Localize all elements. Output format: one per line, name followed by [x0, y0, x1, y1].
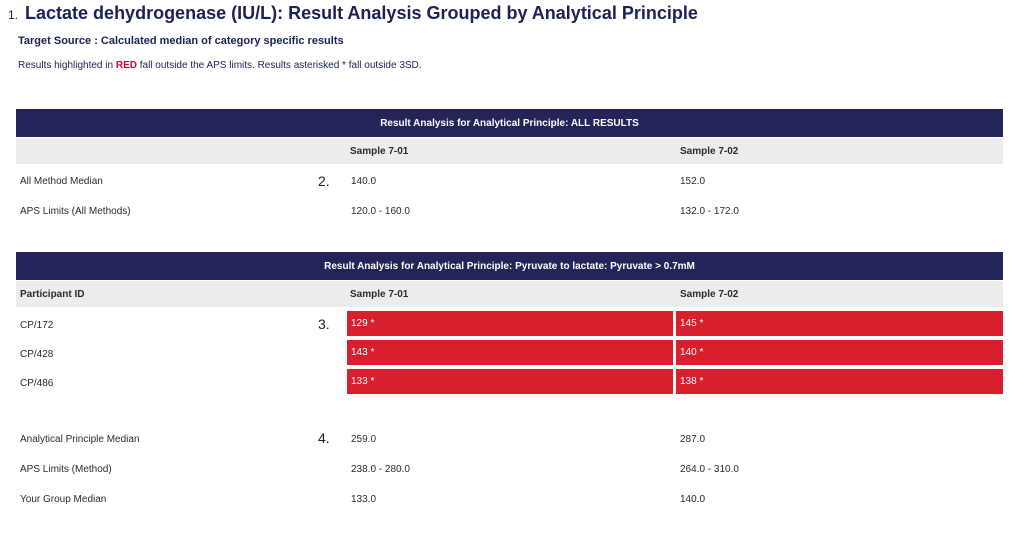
marker-3: 3. — [318, 316, 330, 332]
highlighted-result: 133 * — [347, 369, 673, 394]
target-source: Target Source : Calculated median of cat… — [18, 35, 344, 47]
highlighted-result: 138 * — [676, 369, 1003, 394]
marker-4: 4. — [318, 430, 330, 446]
summary-value: 264.0 - 310.0 — [680, 464, 739, 475]
report-title: 1. Lactate dehydrogenase (IU/L): Result … — [8, 3, 698, 24]
table2-col-participant: Participant ID — [20, 289, 85, 300]
note-after: fall outside the APS limits. Results ast… — [136, 60, 422, 71]
summary-value: 259.0 — [351, 434, 377, 445]
participant-id: CP/428 — [20, 349, 54, 360]
table1-row-label: APS Limits (All Methods) — [20, 206, 131, 217]
table1-col-sample-2: Sample 7-02 — [680, 146, 739, 157]
table1-row-label: All Method Median — [20, 176, 103, 187]
table2-subheader — [16, 281, 1003, 307]
summary-label: Your Group Median — [20, 494, 107, 505]
summary-value: 287.0 — [680, 434, 706, 445]
table1-row-value: 132.0 - 172.0 — [680, 206, 739, 217]
table1-row-value: 120.0 - 160.0 — [351, 206, 410, 217]
table1-row-value: 140.0 — [351, 176, 377, 187]
note-before: Results highlighted in — [18, 60, 116, 71]
highlighted-result: 145 * — [676, 311, 1003, 336]
highlighted-result: 140 * — [676, 340, 1003, 365]
highlight-note: Results highlighted in RED fall outside … — [18, 60, 422, 71]
marker-2: 2. — [318, 173, 330, 189]
participant-id: CP/486 — [20, 378, 54, 389]
summary-label: APS Limits (Method) — [20, 464, 112, 475]
table2-col-sample-1: Sample 7-01 — [350, 289, 409, 300]
table2-header: Result Analysis for Analytical Principle… — [16, 252, 1003, 280]
table2-col-sample-2: Sample 7-02 — [680, 289, 739, 300]
note-red: RED — [115, 60, 137, 71]
summary-value: 133.0 — [351, 494, 377, 505]
summary-label: Analytical Principle Median — [20, 434, 140, 445]
table1-subheader — [16, 138, 1003, 164]
table1-row-value: 152.0 — [680, 176, 706, 187]
table1-header: Result Analysis for Analytical Principle… — [16, 109, 1003, 137]
highlighted-result: 143 * — [347, 340, 673, 365]
summary-value: 238.0 - 280.0 — [351, 464, 410, 475]
title-text: Lactate dehydrogenase (IU/L): Result Ana… — [25, 3, 698, 23]
table1-col-sample-1: Sample 7-01 — [350, 146, 409, 157]
summary-value: 140.0 — [680, 494, 706, 505]
title-number: 1. — [8, 8, 19, 22]
highlighted-result: 129 * — [347, 311, 673, 336]
participant-id: CP/172 — [20, 320, 54, 331]
